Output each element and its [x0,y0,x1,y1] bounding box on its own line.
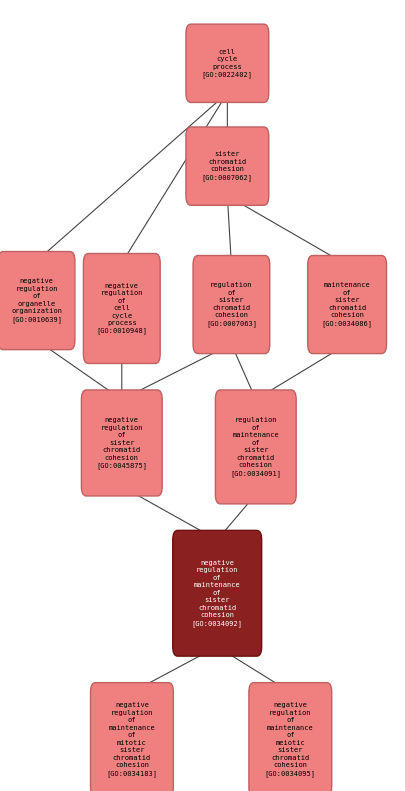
Text: negative
regulation
of
maintenance
of
sister
chromatid
cohesion
[GO:0034092]: negative regulation of maintenance of si… [191,560,242,626]
Text: negative
regulation
of
maintenance
of
mitotic
sister
chromatid
cohesion
[GO:0034: negative regulation of maintenance of mi… [106,702,157,777]
Text: negative
regulation
of
maintenance
of
meiotic
sister
chromatid
cohesion
[GO:0034: negative regulation of maintenance of me… [264,702,315,777]
FancyBboxPatch shape [185,24,268,102]
FancyBboxPatch shape [81,390,162,496]
Text: maintenance
of
sister
chromatid
cohesion
[GO:0034086]: maintenance of sister chromatid cohesion… [321,282,372,327]
FancyBboxPatch shape [307,255,386,354]
FancyBboxPatch shape [90,683,173,791]
Text: negative
regulation
of
organelle
organization
[GO:0010639]: negative regulation of organelle organiz… [11,278,62,323]
FancyBboxPatch shape [192,255,269,354]
FancyBboxPatch shape [83,253,160,364]
Text: cell
cycle
process
[GO:0022402]: cell cycle process [GO:0022402] [201,49,252,78]
Text: sister
chromatid
cohesion
[GO:0007062]: sister chromatid cohesion [GO:0007062] [201,152,252,180]
Text: regulation
of
sister
chromatid
cohesion
[GO:0007063]: regulation of sister chromatid cohesion … [205,282,256,327]
Text: regulation
of
maintenance
of
sister
chromatid
cohesion
[GO:0034091]: regulation of maintenance of sister chro… [230,418,281,476]
Text: negative
regulation
of
sister
chromatid
cohesion
[GO:0045875]: negative regulation of sister chromatid … [96,417,147,469]
FancyBboxPatch shape [185,127,268,205]
FancyBboxPatch shape [173,530,261,657]
FancyBboxPatch shape [248,683,331,791]
FancyBboxPatch shape [215,390,295,504]
Text: negative
regulation
of
cell
cycle
process
[GO:0010948]: negative regulation of cell cycle proces… [96,282,147,335]
FancyBboxPatch shape [0,252,75,350]
